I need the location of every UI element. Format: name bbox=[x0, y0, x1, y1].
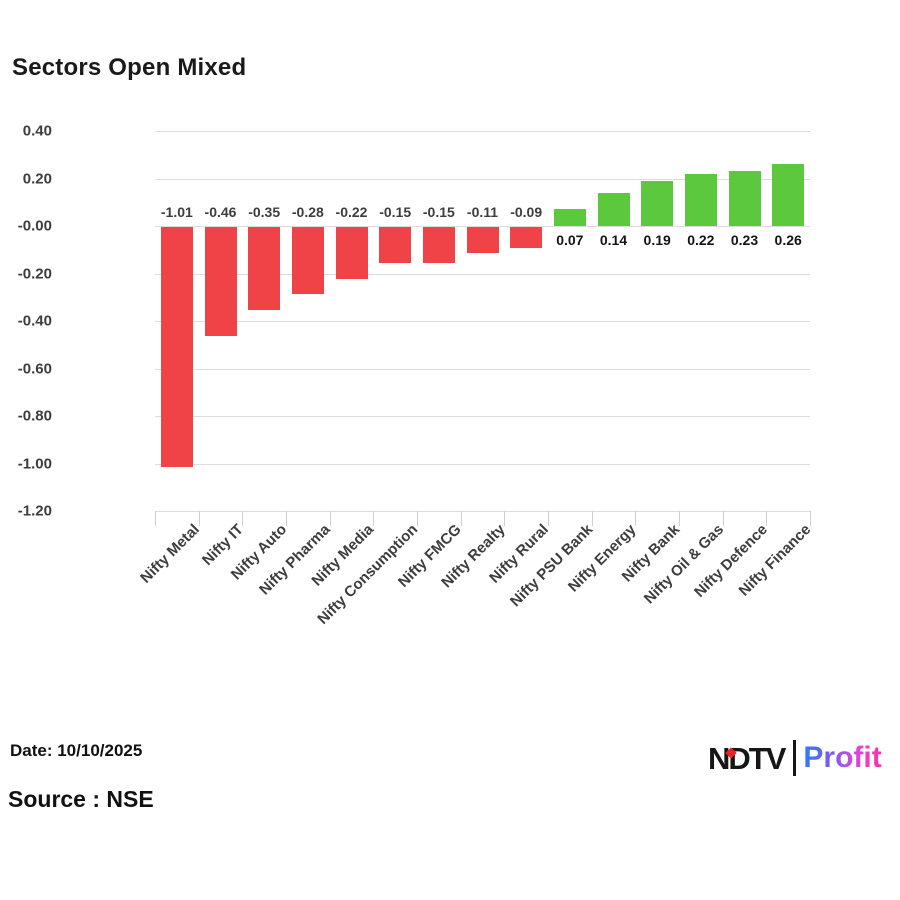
source-label: Source : NSE bbox=[8, 786, 154, 812]
x-axis-tick-mark bbox=[810, 511, 811, 526]
x-axis-tick-mark bbox=[460, 511, 462, 526]
x-axis-tick-mark bbox=[766, 511, 768, 526]
y-axis-tick-label: -0.60 bbox=[17, 360, 52, 377]
profit-logo-text: Profit bbox=[803, 741, 882, 774]
plot-area: 0.40 0.20 -0.00 -0.20 -0.40 -0.60 -0.80 -1.00 -1… bbox=[18, 123, 814, 628]
gridline bbox=[155, 321, 810, 322]
logo-separator-bar bbox=[793, 740, 797, 776]
bar-nifty-fmcg bbox=[422, 227, 455, 263]
gridline bbox=[155, 463, 810, 465]
x-axis-tick-mark bbox=[329, 511, 331, 526]
bar-nifty-defence bbox=[728, 171, 761, 226]
bar-nifty-consumption bbox=[379, 227, 412, 263]
chart-title: Sectors Open Mixed bbox=[12, 54, 247, 81]
x-axis-tick-mark bbox=[635, 511, 637, 526]
bar-value-label: -0.46 bbox=[204, 204, 237, 220]
gridline bbox=[155, 226, 810, 227]
bar-value-label: -1.01 bbox=[160, 204, 193, 220]
y-axis-tick-label: 0.40 bbox=[22, 122, 52, 140]
x-axis-tick-mark bbox=[417, 511, 418, 526]
ndtv-logo-text: NDTV bbox=[708, 740, 786, 776]
x-axis-category-label: Nifty Metal bbox=[137, 521, 203, 587]
x-axis-tick-mark bbox=[286, 511, 287, 526]
bar-value-label: -0.28 bbox=[291, 204, 324, 220]
bar-value-label: 0.23 bbox=[730, 232, 759, 248]
x-axis-tick-mark bbox=[722, 511, 724, 526]
bar-nifty-psu-bank bbox=[553, 209, 586, 226]
y-axis-tick-label: -0.80 bbox=[17, 407, 52, 425]
bar-nifty-bank bbox=[641, 180, 674, 226]
y-axis-tick-label: -0.00 bbox=[17, 217, 52, 235]
y-axis-tick-label: -1.00 bbox=[17, 455, 52, 472]
bar-value-label: -0.15 bbox=[379, 204, 412, 220]
bar-nifty-realty bbox=[466, 227, 499, 254]
bar-nifty-it bbox=[204, 227, 237, 337]
bar-value-label: -0.22 bbox=[335, 204, 368, 220]
x-axis-tick-mark bbox=[242, 511, 244, 526]
x-axis-tick-mark bbox=[679, 511, 680, 526]
x-axis-tick-mark bbox=[591, 511, 593, 526]
x-axis-tick-mark bbox=[155, 511, 156, 526]
bar-value-label: 0.19 bbox=[643, 232, 671, 248]
y-axis-tick-label: -1.20 bbox=[17, 502, 52, 520]
bar-value-label: 0.22 bbox=[687, 232, 715, 248]
ndtv-profit-logo: NDTV Profit bbox=[708, 738, 882, 778]
bar-value-label: -0.35 bbox=[248, 204, 281, 220]
gridline bbox=[155, 511, 810, 512]
y-axis-tick-label: 0.20 bbox=[22, 170, 52, 187]
bar-nifty-energy bbox=[597, 192, 630, 226]
bar-nifty-finance bbox=[772, 164, 805, 226]
x-axis-tick-mark bbox=[548, 511, 549, 526]
bar-value-label: -0.09 bbox=[510, 204, 543, 220]
y-axis-tick-label: -0.40 bbox=[17, 312, 52, 330]
gridline bbox=[155, 178, 810, 180]
bar-value-label: 0.07 bbox=[556, 232, 584, 248]
bar-nifty-metal bbox=[160, 227, 193, 467]
bar-value-label: -0.11 bbox=[466, 204, 499, 220]
bar-nifty-rural bbox=[510, 227, 543, 249]
bar-nifty-pharma bbox=[291, 227, 324, 294]
bar-nifty-media bbox=[335, 227, 368, 280]
bar-value-label: -0.15 bbox=[422, 204, 455, 220]
bar-value-label: 0.26 bbox=[774, 232, 802, 248]
gridline bbox=[155, 273, 810, 275]
gridline bbox=[155, 368, 810, 370]
bar-value-label: 0.14 bbox=[599, 232, 628, 248]
y-axis-tick-label: -0.20 bbox=[17, 265, 52, 282]
x-axis-tick-mark bbox=[198, 511, 200, 526]
date-label: Date: 10/10/2025 bbox=[10, 741, 143, 760]
x-axis-tick-mark bbox=[504, 511, 506, 526]
x-axis-tick-mark bbox=[373, 511, 375, 526]
gridline bbox=[155, 131, 810, 132]
bar-nifty-oil-gas bbox=[684, 173, 717, 226]
bar-nifty-auto bbox=[248, 227, 281, 311]
gridline bbox=[155, 416, 810, 417]
